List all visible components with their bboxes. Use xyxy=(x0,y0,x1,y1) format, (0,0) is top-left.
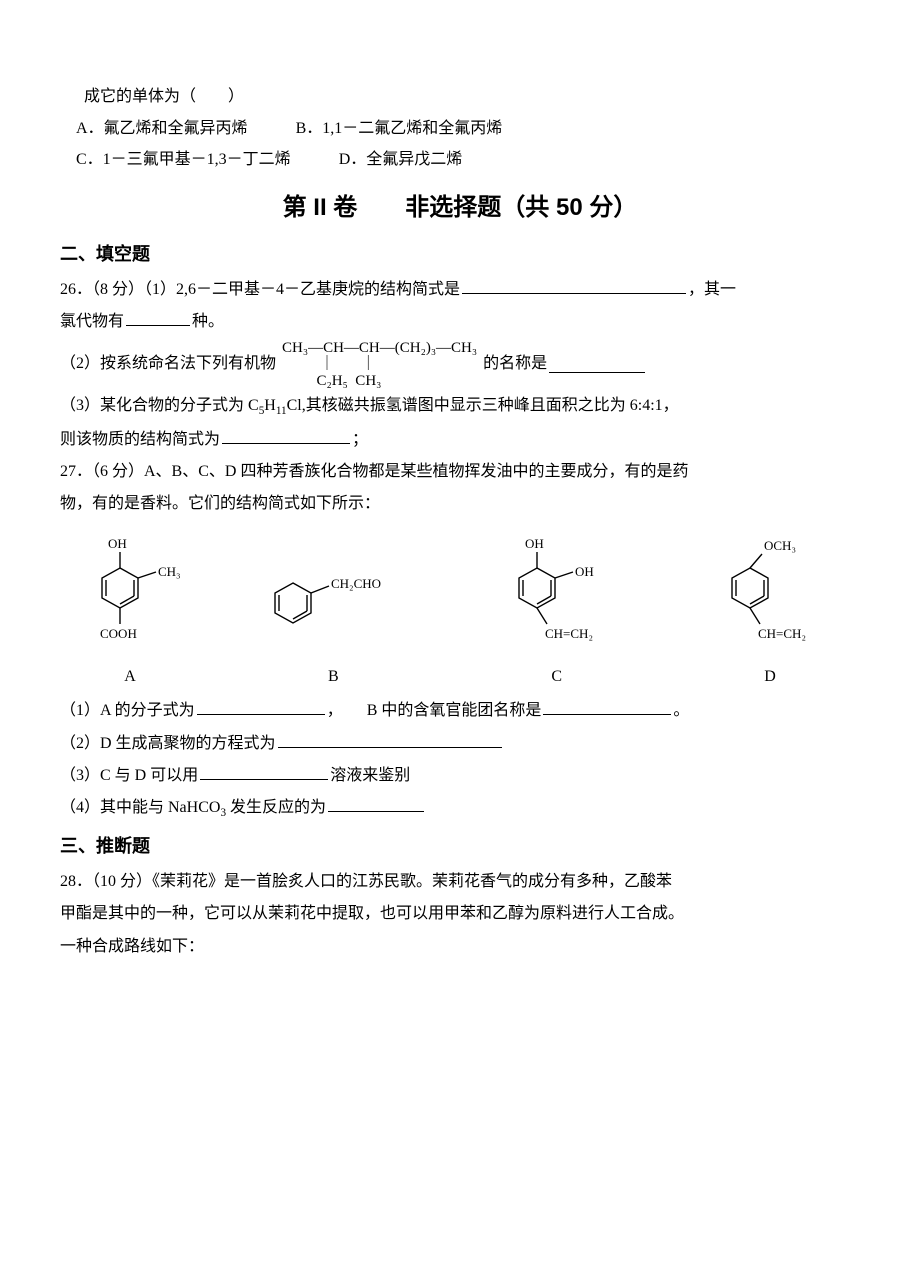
q26-2a-text: （2）按系统命名法下列有机物 xyxy=(60,349,276,379)
q27-3a-text: （3）C 与 D 可以用 xyxy=(60,767,198,784)
molD-bottom: CH=CH₂ xyxy=(758,626,806,641)
molecule-a-svg: OH CH₃ COOH xyxy=(80,528,180,658)
q26-1-line1: 26．（8 分）（1）2,6－二甲基－4－乙基庚烷的结构简式是 ，其一 xyxy=(60,275,860,305)
molC-oh1: OH xyxy=(525,536,544,551)
blank-solution xyxy=(200,763,328,780)
q26-3a-mid: H xyxy=(264,397,276,414)
q28-line1: 28．（10 分）《茉莉花》是一首脍炙人口的江苏民歌。茉莉花香气的成分有多种，乙… xyxy=(60,867,860,897)
mol-c-label: C xyxy=(551,662,562,692)
molD-top: OCH₃ xyxy=(764,538,796,553)
molA-oh: OH xyxy=(108,536,127,551)
molA-ch3: CH₃ xyxy=(158,564,180,579)
question-stem: 成它的单体为（ ） xyxy=(60,82,860,112)
option-b: B．1,1－二氟乙烯和全氟丙烯 xyxy=(296,114,503,144)
q26-2-line: （2）按系统命名法下列有机物 CH₃—CH—CH—(CH₂)₃—CH₃ ｜ ｜ … xyxy=(60,340,860,390)
q26-3-line2: 则该物质的结构简式为 ； xyxy=(60,425,860,455)
sub-11: 11 xyxy=(276,405,287,417)
q27-3: （3）C 与 D 可以用 溶液来鉴别 xyxy=(60,761,860,791)
q26-1a-text: 26．（8 分）（1）2,6－二甲基－4－乙基庚烷的结构简式是 xyxy=(60,281,460,298)
mol-d-label: D xyxy=(764,662,776,692)
q27-line2: 物，有的是香料。它们的结构简式如下所示： xyxy=(60,489,860,519)
options-row-2: C．1－三氟甲基－1,3－丁二烯 D．全氟异戊二烯 xyxy=(60,145,860,175)
molC-bottom: CH=CH₂ xyxy=(545,626,593,641)
blank-structure xyxy=(462,277,686,294)
q27-1b-text: ， B 中的含氧官能团名称是 xyxy=(327,702,542,719)
blank-count xyxy=(126,309,190,326)
q27-1a-text: （1）A 的分子式为 xyxy=(60,702,195,719)
heading-deduce: 三、推断题 xyxy=(60,829,860,863)
molecule-d-svg: OCH₃ CH=CH₂ xyxy=(700,528,840,658)
molecule-b: CH₂CHO B xyxy=(253,528,413,692)
molB-side: CH₂CHO xyxy=(331,576,381,591)
section-2-title: 第 II 卷 非选择题（共 50 分） xyxy=(60,185,860,231)
q27-1c-text: 。 xyxy=(673,702,689,719)
q27-4a-text: （4）其中能与 NaHCO xyxy=(60,799,220,816)
molecule-c: OH OH CH=CH₂ C xyxy=(487,528,627,692)
chem-structure-inline: CH₃—CH—CH—(CH₂)₃—CH₃ ｜ ｜ C₂H₅ CH₃ xyxy=(282,340,477,390)
q26-1b-text: ，其一 xyxy=(688,281,736,298)
molecule-c-svg: OH OH CH=CH₂ xyxy=(487,528,627,658)
mol-b-label: B xyxy=(328,662,339,692)
q27-1: （1）A 的分子式为 ， B 中的含氧官能团名称是 。 xyxy=(60,696,860,726)
chem-row1: CH₃—CH—CH—(CH₂)₃—CH₃ xyxy=(282,340,477,357)
q28-line3: 一种合成路线如下： xyxy=(60,932,860,962)
q26-3a-text: （3）某化合物的分子式为 C xyxy=(60,397,259,414)
mol-a-label: A xyxy=(124,662,136,692)
molA-cooh: COOH xyxy=(100,626,137,641)
q26-1-line2: 氯代物有 种。 xyxy=(60,307,860,337)
blank-equation xyxy=(278,731,502,748)
q27-4: （4）其中能与 NaHCO3 发生反应的为 xyxy=(60,793,860,824)
blank-group xyxy=(543,698,671,715)
q28-line2: 甲酯是其中的一种，它可以从茉莉花中提取，也可以用甲苯和乙醇为原料进行人工合成。 xyxy=(60,899,860,929)
molecule-a: OH CH₃ COOH A xyxy=(80,528,180,692)
q27-3b-text: 溶液来鉴别 xyxy=(330,767,410,784)
chem-row2: ｜ ｜ xyxy=(282,356,376,373)
q27-4b-text: 发生反应的为 xyxy=(226,799,326,816)
blank-name xyxy=(549,356,645,373)
heading-fill-blank: 二、填空题 xyxy=(60,237,860,271)
option-c: C．1－三氟甲基－1,3－丁二烯 xyxy=(76,145,291,175)
q27-line1: 27．（6 分）A、B、C、D 四种芳香族化合物都是某些植物挥发油中的主要成分，… xyxy=(60,457,860,487)
blank-react xyxy=(328,795,424,812)
q26-3a-tail: Cl,其核磁共振氢谱图中显示三种峰且面积之比为 6:4:1， xyxy=(287,397,679,414)
q27-2a-text: （2）D 生成高聚物的方程式为 xyxy=(60,735,276,752)
blank-formula xyxy=(197,698,325,715)
blank-struct2 xyxy=(222,427,350,444)
q26-3c-text: ； xyxy=(352,431,368,448)
molecule-d: OCH₃ CH=CH₂ D xyxy=(700,528,840,692)
q26-1d-text: 种。 xyxy=(192,313,224,330)
molecule-b-svg: CH₂CHO xyxy=(253,528,413,658)
q27-2: （2）D 生成高聚物的方程式为 xyxy=(60,729,860,759)
option-d: D．全氟异戊二烯 xyxy=(339,145,463,175)
q26-3b-text: 则该物质的结构简式为 xyxy=(60,431,220,448)
q26-2b-text: 的名称是 xyxy=(483,349,547,379)
options-row-1: A．氟乙烯和全氟异丙烯 B．1,1－二氟乙烯和全氟丙烯 xyxy=(60,114,860,144)
molC-oh2: OH xyxy=(575,564,594,579)
chem-row3: C₂H₅ CH₃ xyxy=(282,373,381,390)
q26-3-line1: （3）某化合物的分子式为 C5H11Cl,其核磁共振氢谱图中显示三种峰且面积之比… xyxy=(60,391,860,422)
molecule-row: OH CH₃ COOH A CH₂CHO B xyxy=(60,528,860,692)
option-a: A．氟乙烯和全氟异丙烯 xyxy=(76,114,248,144)
q26-1c-text: 氯代物有 xyxy=(60,313,124,330)
